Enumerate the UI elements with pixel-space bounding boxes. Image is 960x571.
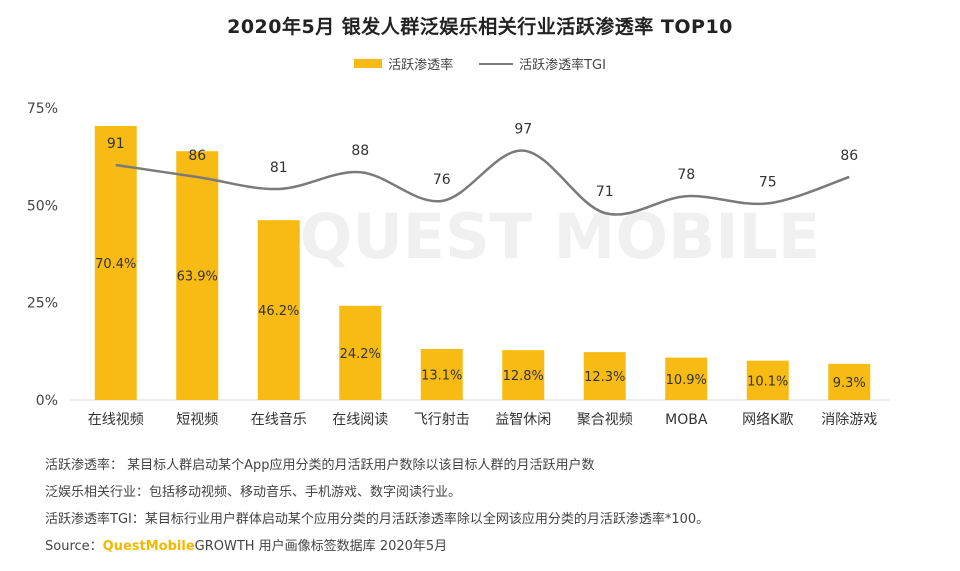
x-tick-label: 聚合视频 (577, 412, 633, 428)
x-tick-label: 消除游戏 (821, 412, 877, 428)
bar (502, 350, 545, 400)
tgi-value-label: 78 (677, 167, 695, 183)
bar (94, 125, 137, 400)
legend-item-bar: 活跃渗透率 (354, 54, 453, 73)
y-tick-label: 25% (27, 296, 58, 312)
note-penetration-definition: 活跃渗透率： 某目标人群启动某个App应用分类的月活跃用户数除以该目标人群的月活… (45, 458, 595, 473)
source-text: GROWTH 用户画像标签数据库 2020年5月 (194, 539, 448, 554)
source-label: Source： (45, 539, 103, 554)
tgi-value-label: 75 (759, 174, 777, 190)
chart-area: QUEST MOBILE 0% 25% 50% 75% 在线视频 短视频 在线音乐 在线阅读 飞… (27, 101, 890, 428)
tgi-line (115, 149, 850, 216)
tgi-value-label: 86 (840, 148, 858, 164)
bar (746, 360, 789, 400)
bar-value-label: 63.9% (177, 270, 218, 285)
x-tick-label: 在线阅读 (332, 411, 388, 428)
legend-item-line: 活跃渗透率TGI (479, 54, 606, 73)
bar-value-label: 10.1% (747, 374, 788, 389)
legend: 活跃渗透率 活跃渗透率TGI (0, 54, 960, 73)
x-tick-label: 短视频 (176, 412, 218, 428)
bar (420, 348, 463, 400)
bar-value-label: 70.4% (95, 257, 136, 272)
bar-value-label: 10.9% (666, 373, 707, 388)
tgi-value-label: 81 (270, 160, 288, 176)
x-tick-label: MOBA (665, 412, 708, 428)
tgi-value-label: 76 (433, 172, 451, 188)
bar-value-label: 46.2% (258, 304, 299, 319)
footnotes: 活跃渗透率： 某目标人群启动某个App应用分类的月活跃用户数除以该目标人群的月活… (45, 452, 709, 560)
note-industry-definition: 泛娱乐相关行业：包括移动视频、移动音乐、手机游戏、数字阅读行业。 (45, 485, 462, 500)
source-brand: QuestMobile (102, 539, 195, 554)
legend-bar-label: 活跃渗透率 (388, 58, 454, 73)
tgi-value-label: 71 (596, 184, 614, 200)
watermark: QUEST MOBILE (300, 200, 821, 273)
x-tick-label: 网络K歌 (742, 412, 793, 428)
x-tick-label: 在线音乐 (251, 411, 307, 428)
legend-line-label: 活跃渗透率TGI (519, 58, 606, 73)
bar-value-label: 24.2% (340, 347, 381, 362)
tgi-value-label: 88 (351, 143, 369, 159)
chart-title: 2020年5月 银发人群泛娱乐相关行业活跃渗透率 TOP10 (227, 16, 733, 38)
y-tick-label: 75% (27, 101, 58, 117)
x-tick-label: 益智休闲 (495, 412, 551, 428)
bar (828, 363, 871, 400)
y-tick-label: 50% (27, 198, 58, 214)
bar (176, 151, 219, 400)
tgi-value-label: 91 (107, 136, 125, 152)
x-tick-label: 飞行射击 (414, 412, 470, 428)
tgi-value-label: 97 (514, 122, 532, 138)
note-tgi-definition: 活跃渗透率TGI：某目标行业用户群体启动某个应用分类的月活跃渗透率除以全网该应用… (45, 512, 710, 527)
bar (583, 352, 626, 400)
legend-line-swatch (479, 62, 514, 65)
bar (665, 357, 708, 400)
bar (339, 305, 382, 400)
bar-value-label: 12.3% (584, 370, 625, 385)
tgi-value-label: 86 (188, 148, 206, 164)
bar-value-label: 9.3% (833, 376, 866, 391)
legend-bar-swatch (354, 59, 383, 68)
bar (257, 220, 300, 400)
x-tick-label: 在线视频 (88, 412, 144, 428)
source-line: Source：QuestMobileGROWTH 用户画像标签数据库 2020年… (45, 533, 709, 560)
y-tick-label: 0% (36, 393, 58, 409)
bar-value-label: 12.8% (503, 369, 544, 384)
bar-value-label: 13.1% (421, 368, 462, 383)
